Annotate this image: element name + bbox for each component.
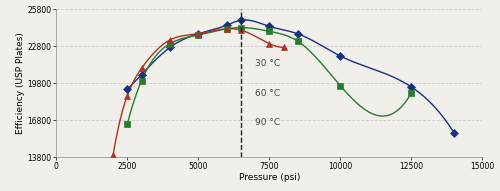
Text: 90 °C: 90 °C [255, 118, 280, 127]
Y-axis label: Efficiency (USP Plates): Efficiency (USP Plates) [16, 32, 24, 134]
X-axis label: Pressure (psi): Pressure (psi) [238, 173, 300, 182]
Text: 60 °C: 60 °C [255, 89, 280, 98]
Text: 30 °C: 30 °C [255, 59, 280, 68]
